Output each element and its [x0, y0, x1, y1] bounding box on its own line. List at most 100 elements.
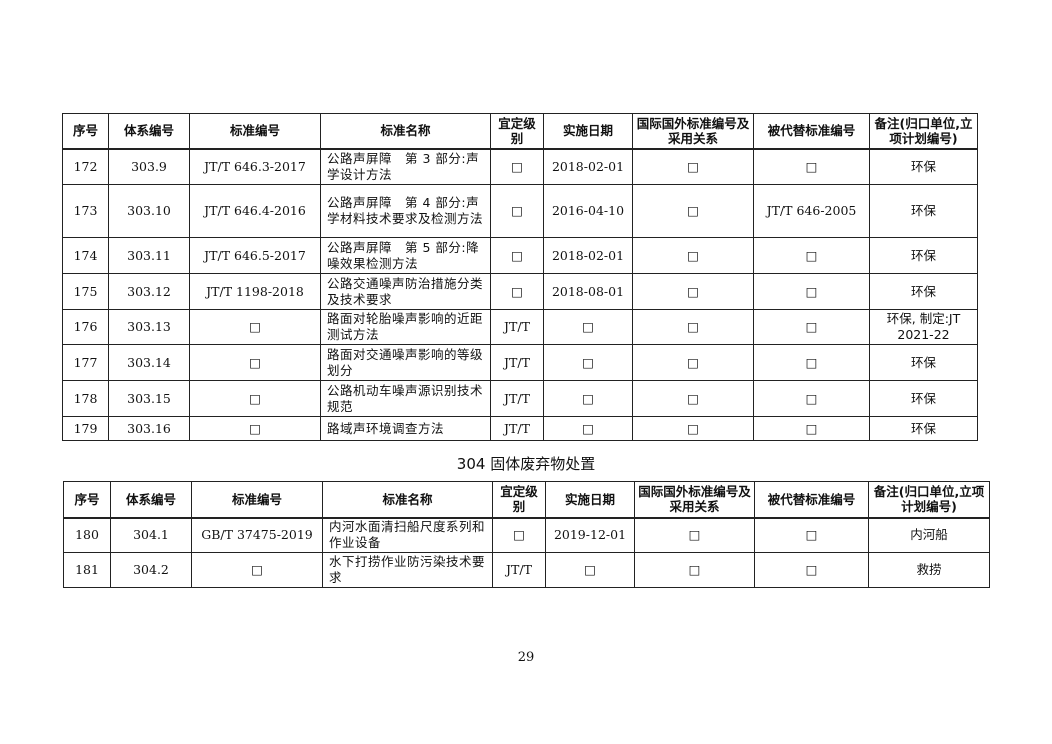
table-row: 175 303.12 JT/T 1198-2018 公路交通噪声防治措施分类及技术要求… — [62, 273, 978, 310]
cell-remarks: 内河船 — [868, 517, 990, 553]
standards-table-304: 序号 体系编号 标准编号 标准名称 宜定级别 实施日期 国际国外标准编号及采用关系 被代替标准… — [63, 481, 990, 588]
cell-intl-relation: □ — [632, 380, 754, 417]
header-standard-name: 标准名称 — [320, 113, 491, 149]
cell-system-code: 303.14 — [108, 344, 190, 381]
header-replaced-code: 被代替标准编号 — [753, 113, 870, 149]
cell-remarks: 环保 — [869, 237, 978, 274]
cell-level: JT/T — [490, 380, 544, 417]
cell-effective-date: □ — [543, 416, 633, 441]
cell-remarks: 环保 — [869, 184, 978, 238]
cell-system-code: 304.2 — [110, 552, 192, 588]
cell-remarks: 环保 — [869, 344, 978, 381]
cell-level: □ — [492, 517, 546, 553]
cell-effective-date: □ — [543, 309, 633, 345]
cell-seq: 174 — [62, 237, 109, 274]
table-row: 177 303.14 □ 路面对交通噪声影响的等级划分 JT/T □ □ □ 环保 — [62, 344, 978, 381]
cell-system-code: 303.11 — [108, 237, 190, 274]
cell-intl-relation: □ — [634, 552, 755, 588]
cell-standard-code: □ — [191, 552, 323, 588]
header-row: 序号 体系编号 标准编号 标准名称 宜定级别 实施日期 国际国外标准编号及采用关系 被代替标准… — [63, 481, 990, 518]
cell-level: JT/T — [490, 416, 544, 441]
cell-effective-date: □ — [543, 380, 633, 417]
cell-standard-name: 公路机动车噪声源识别技术规范 — [320, 380, 491, 417]
cell-remarks: 救捞 — [868, 552, 990, 588]
header-seq: 序号 — [63, 481, 111, 518]
cell-effective-date: □ — [545, 552, 635, 588]
cell-remarks: 环保 — [869, 416, 978, 441]
cell-remarks: 环保, 制定:JT 2021-22 — [869, 309, 978, 345]
cell-replaced-code: □ — [754, 552, 869, 588]
header-replaced-code: 被代替标准编号 — [754, 481, 869, 518]
cell-standard-name: 路面对交通噪声影响的等级划分 — [320, 344, 491, 381]
cell-replaced-code: JT/T 646-2005 — [753, 184, 870, 238]
cell-standard-code: JT/T 646.4-2016 — [189, 184, 321, 238]
cell-level: □ — [490, 273, 544, 310]
cell-intl-relation: □ — [634, 517, 755, 553]
cell-system-code: 303.15 — [108, 380, 190, 417]
cell-seq: 180 — [63, 517, 111, 553]
cell-intl-relation: □ — [632, 148, 754, 185]
cell-standard-name: 公路声屏障 第 3 部分:声学设计方法 — [320, 148, 491, 185]
cell-seq: 178 — [62, 380, 109, 417]
cell-standard-name: 路域声环境调查方法 — [320, 416, 491, 441]
table-row: 176 303.13 □ 路面对轮胎噪声影响的近距测试方法 JT/T □ □ □ 环保, 制定:… — [62, 309, 978, 345]
header-row: 序号 体系编号 标准编号 标准名称 宜定级别 实施日期 国际国外标准编号及采用关系 被代替标准… — [62, 113, 978, 149]
cell-intl-relation: □ — [632, 273, 754, 310]
header-standard-code: 标准编号 — [189, 113, 321, 149]
cell-replaced-code: □ — [753, 416, 870, 441]
cell-intl-relation: □ — [632, 344, 754, 381]
header-standard-name: 标准名称 — [322, 481, 493, 518]
table-row: 174 303.11 JT/T 646.5-2017 公路声屏障 第 5 部分:降噪效… — [62, 237, 978, 274]
cell-standard-name: 公路交通噪声防治措施分类及技术要求 — [320, 273, 491, 310]
cell-system-code: 303.16 — [108, 416, 190, 441]
cell-remarks: 环保 — [869, 273, 978, 310]
cell-system-code: 303.12 — [108, 273, 190, 310]
cell-level: JT/T — [490, 309, 544, 345]
header-system-code: 体系编号 — [108, 113, 190, 149]
cell-intl-relation: □ — [632, 309, 754, 345]
header-effective-date: 实施日期 — [545, 481, 635, 518]
cell-system-code: 304.1 — [110, 517, 192, 553]
cell-level: □ — [490, 237, 544, 274]
header-standard-code: 标准编号 — [191, 481, 323, 518]
cell-seq: 179 — [62, 416, 109, 441]
cell-standard-code: □ — [189, 309, 321, 345]
cell-system-code: 303.9 — [108, 148, 190, 185]
header-level: 宜定级别 — [490, 113, 544, 149]
cell-effective-date: □ — [543, 344, 633, 381]
cell-replaced-code: □ — [753, 309, 870, 345]
cell-level: □ — [490, 184, 544, 238]
cell-standard-name: 路面对轮胎噪声影响的近距测试方法 — [320, 309, 491, 345]
cell-level: □ — [490, 148, 544, 185]
table-row: 178 303.15 □ 公路机动车噪声源识别技术规范 JT/T □ □ □ 环保 — [62, 380, 978, 417]
cell-effective-date: 2019-12-01 — [545, 517, 635, 553]
cell-system-code: 303.10 — [108, 184, 190, 238]
cell-standard-code: JT/T 646.5-2017 — [189, 237, 321, 274]
header-level: 宜定级别 — [492, 481, 546, 518]
table-row: 173 303.10 JT/T 646.4-2016 公路声屏障 第 4 部分:声学材… — [62, 184, 978, 238]
cell-system-code: 303.13 — [108, 309, 190, 345]
cell-replaced-code: □ — [753, 148, 870, 185]
section-title: 304 固体废弃物处置 — [456, 455, 596, 473]
cell-replaced-code: □ — [754, 517, 869, 553]
cell-seq: 176 — [62, 309, 109, 345]
cell-standard-name: 公路声屏障 第 4 部分:声学材料技术要求及检测方法 — [320, 184, 491, 238]
cell-seq: 173 — [62, 184, 109, 238]
cell-replaced-code: □ — [753, 344, 870, 381]
cell-seq: 175 — [62, 273, 109, 310]
header-seq: 序号 — [62, 113, 109, 149]
cell-effective-date: 2016-04-10 — [543, 184, 633, 238]
cell-intl-relation: □ — [632, 184, 754, 238]
cell-standard-name: 内河水面清扫船尺度系列和作业设备 — [322, 517, 493, 553]
cell-intl-relation: □ — [632, 237, 754, 274]
cell-standard-name: 公路声屏障 第 5 部分:降噪效果检测方法 — [320, 237, 491, 274]
cell-seq: 172 — [62, 148, 109, 185]
cell-seq: 177 — [62, 344, 109, 381]
header-effective-date: 实施日期 — [543, 113, 633, 149]
cell-standard-code: □ — [189, 416, 321, 441]
cell-standard-code: GB/T 37475-2019 — [191, 517, 323, 553]
cell-effective-date: 2018-02-01 — [543, 148, 633, 185]
header-remarks: 备注(归口单位,立项计划编号) — [868, 481, 990, 518]
cell-remarks: 环保 — [869, 380, 978, 417]
cell-standard-code: □ — [189, 344, 321, 381]
